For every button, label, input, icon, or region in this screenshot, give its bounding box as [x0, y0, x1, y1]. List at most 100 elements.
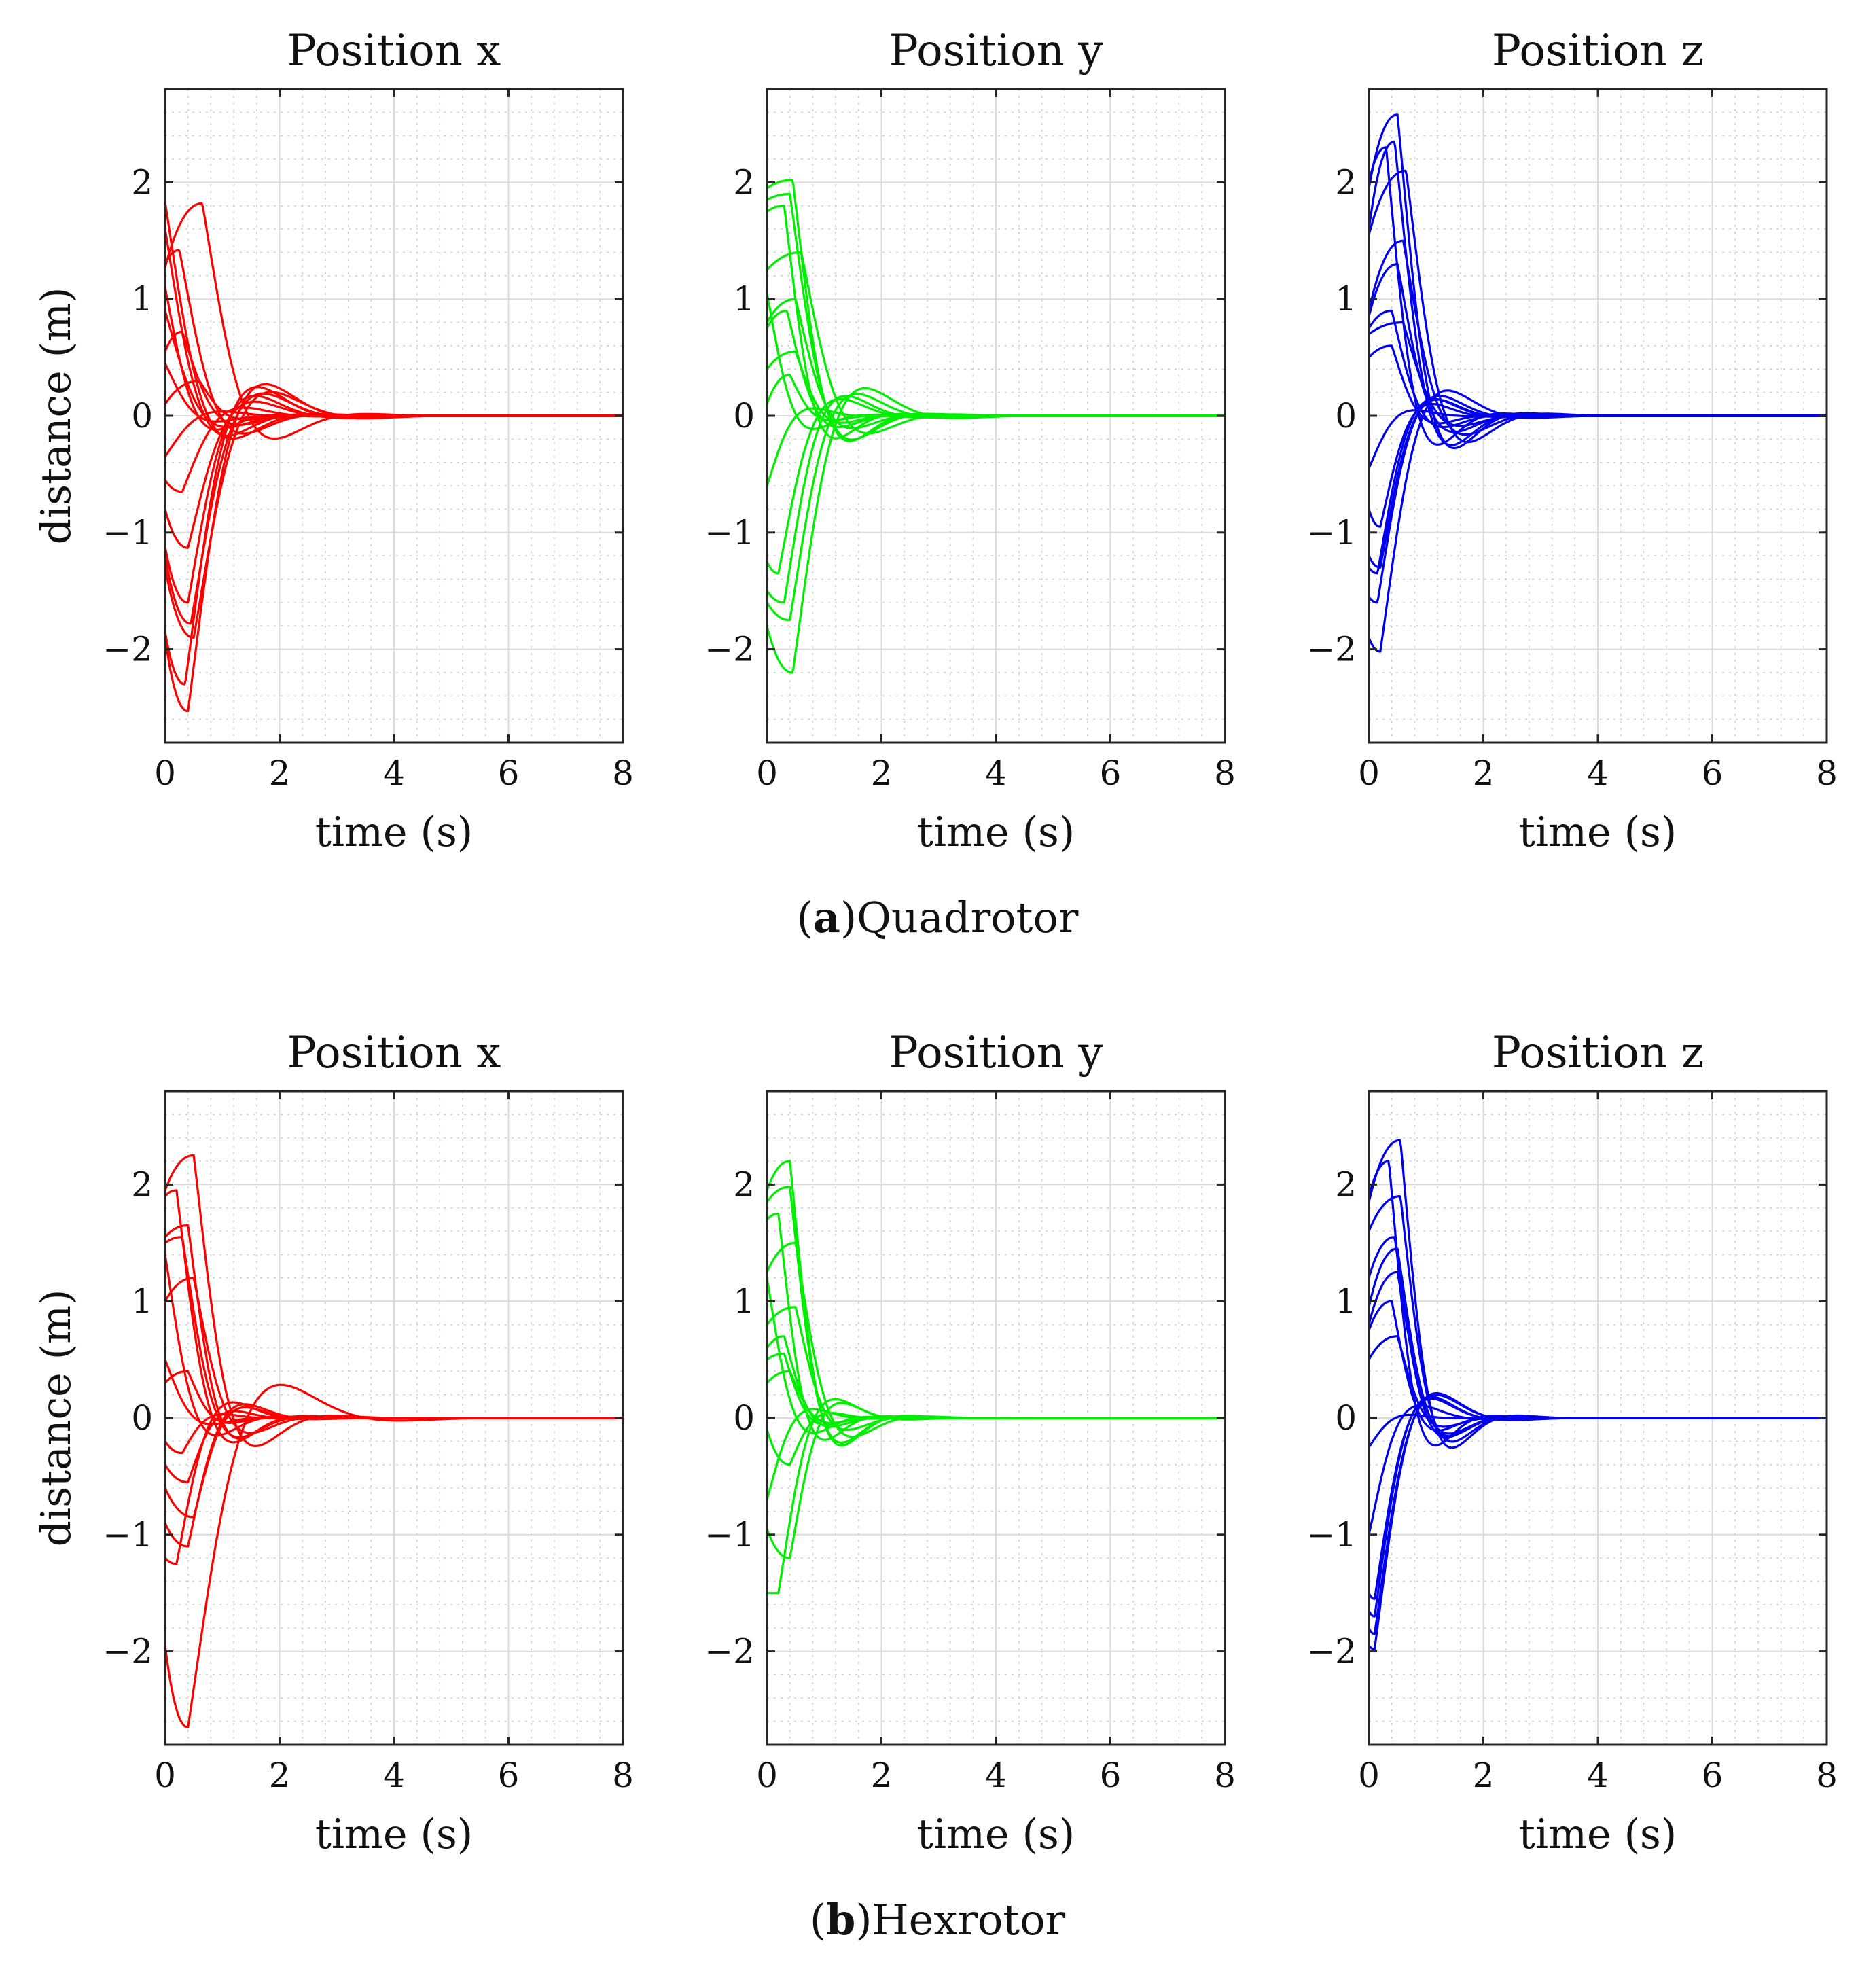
x-tick-label: 4 [985, 1756, 1007, 1795]
chart-title: Position z [1492, 26, 1704, 76]
x-axis-label: time (s) [1519, 809, 1677, 856]
x-tick-label: 0 [756, 1756, 778, 1795]
caption-text: Hexrotor [872, 1895, 1066, 1945]
x-tick-label: 8 [1214, 1756, 1236, 1795]
series-group [767, 1160, 1225, 1595]
y-tick-label: 2 [131, 1165, 153, 1204]
x-tick-label: 8 [612, 753, 634, 793]
y-tick-label: −2 [704, 1632, 755, 1671]
series-group [1369, 1139, 1827, 1650]
y-tick-label: −2 [103, 1632, 153, 1671]
y-tick-label: 1 [131, 1281, 153, 1321]
caption-close-paren: ) [840, 893, 857, 942]
x-axis-label: time (s) [315, 809, 473, 856]
series-line-14 [767, 387, 1225, 674]
x-tick-label: 8 [612, 1756, 634, 1795]
chart-title: Position x [287, 26, 501, 76]
series-line-13 [767, 1398, 1225, 1595]
y-tick-label: 2 [1335, 1165, 1357, 1204]
caption-letter: a [813, 893, 840, 942]
x-tick-label: 2 [1473, 753, 1495, 793]
series-group [165, 201, 623, 713]
y-tick-label: −2 [103, 630, 153, 669]
x-tick-label: 4 [1587, 753, 1609, 793]
y-tick-label: 2 [131, 162, 153, 202]
x-tick-label: 0 [1358, 1756, 1380, 1795]
y-tick-label: 0 [131, 1398, 153, 1438]
x-tick-label: 6 [1100, 753, 1122, 793]
x-tick-label: 6 [1702, 1756, 1724, 1795]
minor-grid [1369, 89, 1827, 743]
x-tick-label: 2 [269, 753, 291, 793]
x-tick-label: 0 [154, 1756, 176, 1795]
x-axis-label: time (s) [917, 809, 1075, 856]
series-group [767, 179, 1225, 674]
y-tick-label: 1 [1335, 279, 1357, 319]
y-tick-label: 0 [733, 1398, 755, 1438]
y-tick-label: −2 [704, 630, 755, 669]
chart-hex-x: 0 2 4 6 8 −2 −1 0 1 2 Position x time (s) distance (… [33, 1028, 634, 1858]
series-group [165, 1154, 623, 1728]
chart-quad-x: 0 2 4 6 8 −2 −1 0 1 2 Position x time (s) distance (… [33, 26, 634, 856]
y-tick-label: −1 [704, 513, 755, 552]
y-tick-label: 1 [733, 279, 755, 319]
caption-text: Quadrotor [857, 893, 1079, 942]
series-line-14 [1369, 1392, 1827, 1650]
y-tick-label: 2 [733, 1165, 755, 1204]
y-tick-label: −1 [1306, 513, 1357, 552]
chart-title: Position x [287, 1028, 501, 1078]
x-tick-label: 6 [498, 1756, 520, 1795]
x-tick-label: 2 [871, 753, 893, 793]
y-axis-label: distance (m) [33, 287, 80, 545]
caption-hexrotor: (b)Hexrotor [810, 1895, 1066, 1945]
x-tick-label: 6 [498, 753, 520, 793]
x-tick-label: 2 [871, 1756, 893, 1795]
y-tick-label: 0 [131, 396, 153, 436]
y-tick-label: 2 [1335, 162, 1357, 202]
x-tick-label: 4 [1587, 1756, 1609, 1795]
x-tick-label: 8 [1214, 753, 1236, 793]
x-axis-label: time (s) [315, 1811, 473, 1858]
x-tick-label: 4 [985, 753, 1007, 793]
y-tick-label: 0 [1335, 1398, 1357, 1438]
plots-layer: 0 2 4 6 8 −2 −1 0 1 2 Position x time (s) distance (… [33, 26, 1838, 1858]
x-axis-label: time (s) [1519, 1811, 1677, 1858]
y-tick-label: −1 [103, 513, 153, 552]
series-line-14 [165, 1383, 623, 1728]
chart-hex-z: 0 2 4 6 8 −2 −1 0 1 2 Position z time (s) [1306, 1028, 1838, 1858]
x-axis-label: time (s) [917, 1811, 1075, 1858]
x-tick-label: 0 [1358, 753, 1380, 793]
x-tick-label: 2 [1473, 1756, 1495, 1795]
y-tick-label: 1 [733, 1281, 755, 1321]
chart-title: Position y [889, 26, 1103, 76]
x-tick-label: 4 [383, 1756, 405, 1795]
chart-title: Position z [1492, 1028, 1704, 1078]
chart-quad-z: 0 2 4 6 8 −2 −1 0 1 2 Position z time (s) [1306, 26, 1838, 856]
x-tick-label: 0 [154, 753, 176, 793]
x-tick-label: 2 [269, 1756, 291, 1795]
y-tick-label: 1 [1335, 1281, 1357, 1321]
y-tick-label: −1 [704, 1515, 755, 1555]
y-axis-label: distance (m) [33, 1290, 80, 1547]
series-line-17 [165, 383, 623, 713]
caption-close-paren: ) [855, 1895, 872, 1945]
y-tick-label: −2 [1306, 630, 1357, 669]
series-group [1369, 113, 1827, 653]
y-tick-label: −1 [1306, 1515, 1357, 1555]
chart-hex-y: 0 2 4 6 8 −2 −1 0 1 2 Position y time (s) [704, 1028, 1236, 1858]
y-tick-label: 1 [131, 279, 153, 319]
y-tick-label: −1 [103, 1515, 153, 1555]
series-line-15 [1369, 389, 1827, 653]
caption-letter: b [826, 1895, 855, 1945]
chart-title: Position y [889, 1028, 1103, 1078]
x-tick-label: 8 [1816, 1756, 1838, 1795]
y-tick-label: 0 [733, 396, 755, 436]
x-tick-label: 0 [756, 753, 778, 793]
chart-quad-y: 0 2 4 6 8 −2 −1 0 1 2 Position y time (s) [704, 26, 1236, 856]
x-tick-label: 4 [383, 753, 405, 793]
x-tick-label: 6 [1702, 753, 1724, 793]
y-tick-label: −2 [1306, 1632, 1357, 1671]
x-tick-label: 8 [1816, 753, 1838, 793]
